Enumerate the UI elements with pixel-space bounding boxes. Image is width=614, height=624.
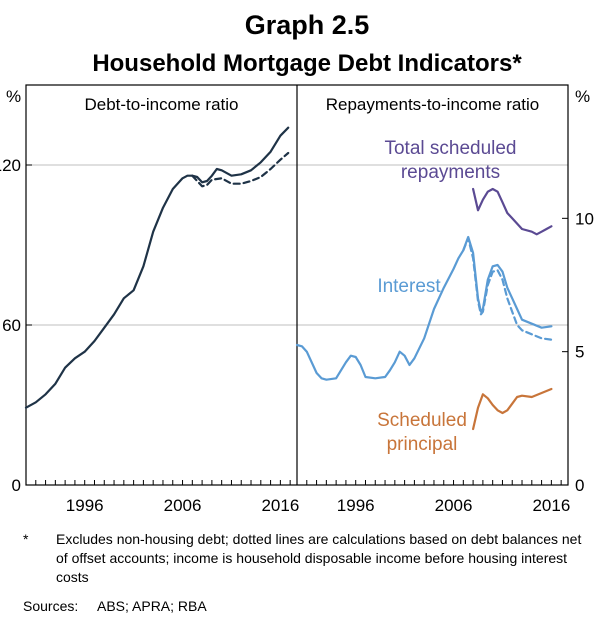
annotation-total: Total scheduled bbox=[384, 138, 516, 159]
annotation-total: repayments bbox=[401, 162, 500, 183]
right-y-tick-label: 0 bbox=[575, 476, 584, 495]
sources-text: ABS; APRA; RBA bbox=[97, 598, 207, 614]
left-axis-unit: % bbox=[6, 87, 21, 106]
footnote-text: Excludes non-housing debt; dotted lines … bbox=[56, 531, 582, 585]
x-tick-label: 1996 bbox=[337, 496, 375, 515]
panel-title-debt: Debt-to-income ratio bbox=[84, 95, 238, 114]
left-y-tick-label: 120 bbox=[0, 156, 21, 175]
annotation-principal: principal bbox=[387, 434, 458, 455]
x-tick-label: 2006 bbox=[435, 496, 473, 515]
right-y-tick-label: 10 bbox=[575, 209, 594, 228]
x-tick-label: 2006 bbox=[164, 496, 202, 515]
total-solid-line bbox=[472, 187, 553, 236]
graph-number: Graph 2.5 bbox=[244, 10, 370, 40]
footnote-marker: * bbox=[23, 531, 29, 547]
interest-dashed-dashed-line bbox=[462, 237, 553, 341]
debt-solid-line bbox=[24, 126, 290, 409]
x-tick-label: 2016 bbox=[532, 496, 570, 515]
annotation-principal: Scheduled bbox=[377, 410, 467, 431]
chart-title: Household Mortgage Debt Indicators* bbox=[92, 50, 522, 77]
debt-dashed-line bbox=[191, 151, 290, 188]
right-y-tick-label: 5 bbox=[575, 343, 584, 362]
left-y-tick-label: 0 bbox=[12, 476, 21, 495]
interest-solid-line bbox=[295, 235, 553, 381]
left-y-tick-label: 60 bbox=[2, 316, 21, 335]
x-tick-label: 1996 bbox=[66, 496, 104, 515]
right-axis-unit: % bbox=[575, 87, 590, 106]
annotation-interest: Interest bbox=[377, 276, 441, 297]
principal-solid-line bbox=[472, 387, 553, 431]
sources-label: Sources: bbox=[23, 598, 79, 614]
panel-title-repayments: Repayments-to-income ratio bbox=[326, 95, 540, 114]
x-tick-label: 2016 bbox=[261, 496, 299, 515]
